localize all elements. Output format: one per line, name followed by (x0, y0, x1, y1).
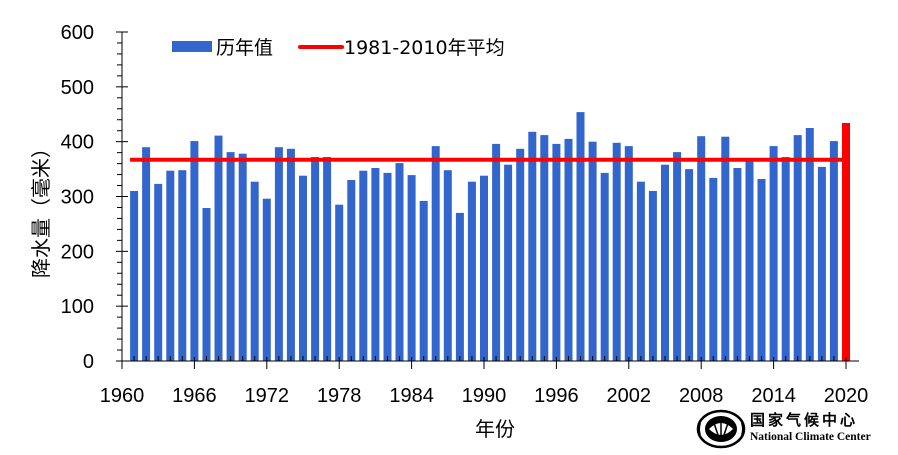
bar-1979 (347, 180, 356, 361)
bar-1966 (190, 141, 199, 361)
bar-2008 (697, 136, 706, 361)
bar-1985 (419, 200, 428, 361)
y-tick-label: 500 (61, 77, 94, 99)
y-axis-title: 降水量（毫米） (29, 138, 53, 278)
bar-2010 (721, 136, 730, 361)
bar-1964 (166, 170, 175, 361)
bar-1973 (274, 147, 283, 361)
bar-2011 (733, 168, 742, 361)
y-tick-label: 0 (83, 351, 94, 373)
bar-1976 (311, 157, 320, 361)
bar-1970 (238, 153, 247, 361)
x-axis-title: 年份 (475, 417, 515, 441)
bar-2005 (661, 164, 669, 361)
bar-1997 (564, 138, 573, 361)
logo-name-en: National Climate Center (750, 431, 871, 443)
bar-2004 (648, 191, 657, 361)
bar-1968 (214, 135, 223, 361)
y-tick-label: 100 (61, 296, 94, 318)
bar-2018 (817, 166, 826, 361)
bar-2014 (769, 146, 778, 361)
bar-2012 (745, 160, 754, 361)
bar-2016 (793, 135, 802, 361)
bar-1962 (142, 147, 151, 361)
bar-1971 (250, 181, 259, 361)
x-tick-label: 1978 (317, 385, 362, 407)
x-tick-label: 1984 (389, 385, 434, 407)
bar-1989 (467, 181, 476, 361)
legend-bar-label: 历年值 (216, 37, 273, 59)
bar-2013 (757, 179, 766, 361)
legend-line-label: 1981-2010年平均 (344, 37, 505, 59)
bar-1982 (383, 172, 392, 361)
bar-1975 (299, 175, 307, 361)
bar-1993 (516, 148, 525, 361)
bar-1986 (431, 146, 440, 361)
bar-2015 (781, 157, 790, 361)
bar-1977 (323, 157, 332, 361)
bar-1967 (202, 208, 211, 361)
bar-1965 (178, 170, 187, 361)
bar-2006 (673, 152, 682, 361)
bar-2007 (685, 169, 694, 361)
logo-name-cn: 国家气候中心 (750, 411, 859, 429)
y-tick-label: 200 (61, 241, 94, 263)
bar-2003 (636, 181, 645, 361)
bar-1999 (588, 141, 597, 361)
bar-1992 (504, 164, 513, 361)
bar-1996 (552, 143, 561, 361)
bar-2002 (624, 146, 633, 361)
bar-1972 (262, 198, 271, 361)
globe-emblem-icon (696, 409, 746, 449)
bar-series (130, 112, 850, 361)
bar-1988 (455, 212, 464, 361)
legend: 历年值 1981-2010年平均 (172, 37, 505, 59)
national-climate-center-logo: 国家气候中心 National Climate Center (694, 407, 884, 451)
x-axis: 1960 1966 1972 1978 1984 1990 1996 2002 2008 2014… (100, 356, 869, 407)
x-tick-label: 2002 (607, 385, 652, 407)
bar-1978 (335, 204, 344, 361)
bar-2001 (612, 142, 621, 361)
legend-bar-swatch (172, 41, 212, 52)
bar-1963 (154, 183, 163, 361)
bar-2020 (842, 123, 850, 361)
bar-1981 (371, 168, 380, 361)
bar-1984 (407, 175, 416, 361)
y-tick-label: 300 (61, 187, 94, 209)
x-tick-label: 1996 (534, 385, 579, 407)
bar-2017 (805, 128, 814, 361)
x-tick-label: 2020 (824, 385, 869, 407)
x-tick-label: 1960 (100, 385, 145, 407)
y-tick-label: 600 (61, 22, 94, 44)
bar-1994 (528, 131, 537, 361)
x-tick-label: 2008 (679, 385, 724, 407)
bar-1969 (226, 152, 235, 361)
bar-2000 (600, 172, 609, 361)
y-tick-label: 400 (61, 132, 94, 154)
x-tick-label: 1972 (245, 385, 290, 407)
bar-1983 (395, 163, 404, 361)
bar-2019 (829, 141, 838, 361)
bar-1961 (130, 191, 139, 361)
bar-1987 (443, 170, 452, 361)
x-tick-label: 1990 (462, 385, 507, 407)
bar-1995 (540, 135, 549, 361)
x-tick-label: 1966 (172, 385, 217, 407)
y-axis: 0 100 200 300 400 500 600 (61, 22, 128, 373)
bar-2009 (709, 177, 718, 361)
bar-1974 (286, 148, 295, 361)
bar-1980 (359, 170, 368, 361)
bar-1998 (576, 112, 585, 361)
x-tick-label: 2014 (751, 385, 796, 407)
bar-1991 (492, 143, 501, 361)
bar-1990 (480, 175, 488, 361)
